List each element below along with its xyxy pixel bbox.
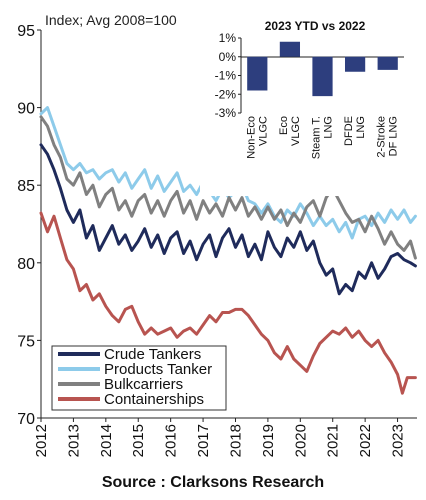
inset-x-label-line: VLGC: [257, 116, 269, 146]
x-tick-label: 2015: [130, 424, 147, 457]
y-tick-label: 85: [17, 178, 35, 195]
inset-x-label-line: LNG: [355, 116, 367, 139]
legend-item-products: Products Tanker: [58, 361, 212, 378]
x-tick-label: 2017: [195, 424, 212, 457]
inset-bar: [279, 41, 301, 57]
main-series-lines: [39, 106, 417, 395]
inset-x-label: DFDELNG: [343, 116, 367, 146]
inset-bars: [247, 41, 398, 97]
inset-y-tick-label: -3%: [215, 106, 237, 120]
inset-y-ticks: 1% 0% -1% -2% -3%: [215, 31, 241, 120]
legend-label-bulk: Bulkcarriers: [104, 376, 183, 393]
legend-label-products: Products Tanker: [104, 361, 212, 378]
y-tick-label: 80: [17, 256, 35, 273]
y-tick-label: 75: [17, 333, 35, 350]
x-tick-label: 2023: [390, 424, 407, 457]
legend-label-container: Containerships: [104, 391, 204, 408]
inset-x-label-line: Steam T.: [311, 116, 323, 159]
y-tick-label: 90: [17, 101, 35, 118]
y-axis-note: Index; Avg 2008=100: [45, 12, 177, 28]
inset-x-label-line: 2-Stroke: [376, 116, 388, 158]
inset-y-tick-label: 1%: [219, 31, 237, 45]
inset-y-tick-label: -2%: [215, 87, 237, 101]
legend-item-crude: Crude Tankers: [58, 346, 201, 363]
inset-y-tick-label: -1%: [215, 69, 237, 83]
inset-y-tick-label: 0%: [219, 50, 237, 64]
inset-x-label-line: Eco: [278, 116, 290, 135]
x-tick-label: 2020: [292, 424, 309, 457]
inset-x-label-line: Non-Eco: [245, 116, 257, 159]
y-tick-label: 70: [17, 411, 35, 428]
inset-bar: [312, 56, 333, 97]
x-tick-label: 2021: [325, 424, 342, 457]
x-tick-label: 2018: [227, 424, 244, 457]
inset-x-label: Steam T.LNG: [311, 116, 335, 159]
inset-x-label-line: VLGC: [290, 116, 302, 146]
series-line-bulkcarriers: [39, 115, 417, 260]
legend-label-crude: Crude Tankers: [104, 346, 201, 363]
x-tick-label: 2019: [260, 424, 277, 457]
inset-x-label: Non-EcoVLGC: [245, 116, 269, 159]
main-y-ticks: 70 75 80 85 90 95: [17, 23, 41, 428]
y-tick-label: 95: [17, 23, 35, 40]
legend-item-bulk: Bulkcarriers: [58, 376, 183, 393]
x-tick-label: 2016: [163, 424, 180, 457]
inset-x-label: 2-StrokeDF LNG: [376, 116, 400, 158]
x-tick-label: 2012: [33, 424, 50, 457]
inset-x-label: EcoVLGC: [278, 116, 302, 146]
x-tick-label: 2013: [65, 424, 82, 457]
inset-title: 2023 YTD vs 2022: [265, 19, 366, 33]
series-line-containerships: [39, 211, 417, 395]
inset-background: [200, 12, 416, 196]
inset-x-labels: Non-EcoVLGC EcoVLGC Steam T.LNG DFDELNG 2-St…: [245, 116, 399, 159]
inset-chart: 2023 YTD vs 2022 1%0%-1%-2%-3% Non-EcoVL…: [200, 12, 416, 196]
inset-bar: [344, 56, 366, 72]
x-tick-label: 2022: [357, 424, 374, 457]
inset-x-label-line: DF LNG: [388, 116, 400, 156]
source-note: Source : Clarksons Research: [101, 474, 325, 491]
series-line-crude-tankers: [39, 143, 417, 296]
legend-item-container: Containerships: [58, 391, 204, 408]
main-x-ticks: 2012 2013 2014 2015 2016 2017 2018 2019 2020 2021…: [33, 418, 407, 457]
inset-bar: [377, 56, 398, 70]
inset-x-label-line: LNG: [323, 116, 335, 139]
inset-x-label-line: DFDE: [343, 116, 355, 146]
x-tick-label: 2014: [98, 424, 115, 457]
legend: Crude Tankers Products Tanker Bulkcarrie…: [51, 345, 227, 411]
inset-bar: [247, 56, 268, 91]
